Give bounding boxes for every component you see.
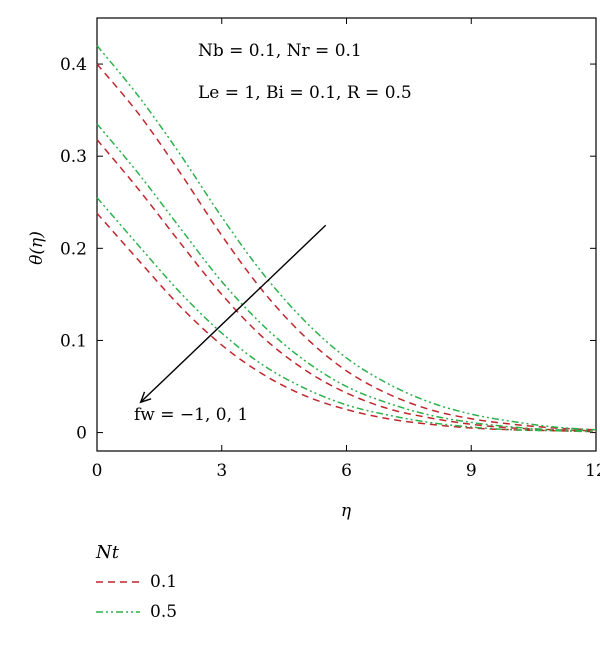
y-axis-label: θ(η) [27, 231, 47, 265]
fw-arrow-head [139, 391, 152, 404]
legend-title: Nt [96, 542, 119, 563]
x-tick-label: 9 [466, 461, 477, 481]
fw-arrow-label: fw = −1, 0, 1 [134, 405, 248, 425]
legend-swatch-dashed [96, 581, 140, 583]
x-tick-label: 6 [341, 461, 352, 481]
x-tick-label: 12 [585, 461, 600, 481]
chart: 0 3 6 9 12 0 0.1 0.2 0.3 0.4 Nb = 0.1, Nr = 0.1 L… [27, 17, 600, 521]
fw-arrow [140, 224, 327, 403]
series-line-nt-0-5-fw-0 [96, 123, 597, 432]
y-tick-label: 0.3 [60, 147, 87, 167]
legend: Nt 0.1 0.5 [96, 542, 177, 627]
series-line-nt-0-1-fw-1 [96, 212, 597, 433]
x-tick-label: 3 [216, 461, 227, 481]
legend-swatch-dashdot [96, 611, 140, 613]
x-axis-label: η [341, 501, 352, 521]
legend-item-nt-0-5: 0.5 [96, 597, 177, 627]
annotation-line-2: Le = 1, Bi = 0.1, R = 0.5 [198, 83, 412, 103]
legend-label-nt-0-1: 0.1 [150, 572, 178, 592]
y-tick-label: 0 [76, 424, 87, 444]
y-tick-label: 0.2 [60, 239, 87, 259]
series-line-nt-0-1-fw-0 [96, 139, 597, 432]
annotation-line-1: Nb = 0.1, Nr = 0.1 [198, 41, 362, 61]
x-tick-label: 0 [92, 461, 103, 481]
series-line-nt-0-5-fw-1 [96, 197, 597, 433]
legend-label-nt-0-5: 0.5 [150, 602, 178, 622]
y-tick-label: 0.4 [60, 55, 87, 75]
legend-item-nt-0-1: 0.1 [96, 567, 177, 597]
series-line-nt-0-5-fw-m1 [96, 45, 597, 431]
y-tick-label: 0.1 [60, 331, 87, 351]
series-line-nt-0-1-fw-m1 [96, 63, 597, 431]
